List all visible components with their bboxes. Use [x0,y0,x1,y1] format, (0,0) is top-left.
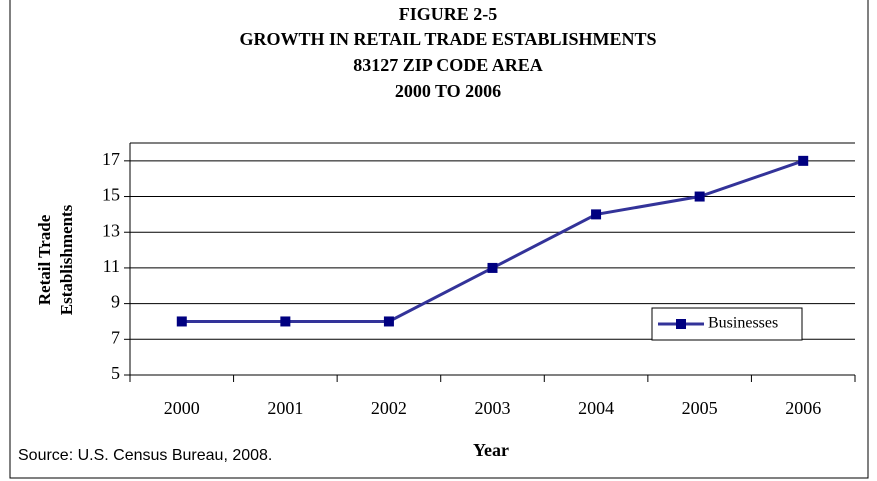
x-tick-label: 2000 [164,398,200,418]
y-tick-label: 7 [111,327,120,347]
chart-title: 2000 TO 2006 [395,81,501,101]
x-tick-label: 2001 [267,398,303,418]
y-tick-label: 9 [111,292,120,312]
x-axis-label: Year [473,440,509,460]
y-tick-label: 5 [111,363,120,383]
marker [383,316,394,327]
chart-title: 83127 ZIP CODE AREA [353,55,543,75]
frame [9,0,869,479]
marker [591,209,602,220]
y-tick-label: 15 [102,185,120,205]
marker [280,316,291,327]
x-tick-label: 2006 [785,398,821,418]
y-axis-label: Retail Trade [35,214,54,305]
series-line [181,159,804,323]
marker [487,262,498,273]
y-tick-label: 17 [102,149,120,169]
y-tick-label: 13 [102,220,120,240]
y-axis-label: Establishments [57,204,76,315]
marker [694,191,705,202]
y-tick-label: 11 [103,256,120,276]
chart-title: FIGURE 2-5 [399,4,498,24]
x-tick-label: 2003 [475,398,511,418]
x-tick-label: 2004 [578,398,614,418]
legend-label: Businesses [708,315,778,332]
marker [798,155,809,166]
x-tick-label: 2005 [682,398,718,418]
x-tick-label: 2002 [371,398,407,418]
legend-marker [676,319,686,329]
marker [176,316,187,327]
chart-title: GROWTH IN RETAIL TRADE ESTABLISHMENTS [239,29,656,49]
source-note: Source: U.S. Census Bureau, 2008. [18,447,272,464]
